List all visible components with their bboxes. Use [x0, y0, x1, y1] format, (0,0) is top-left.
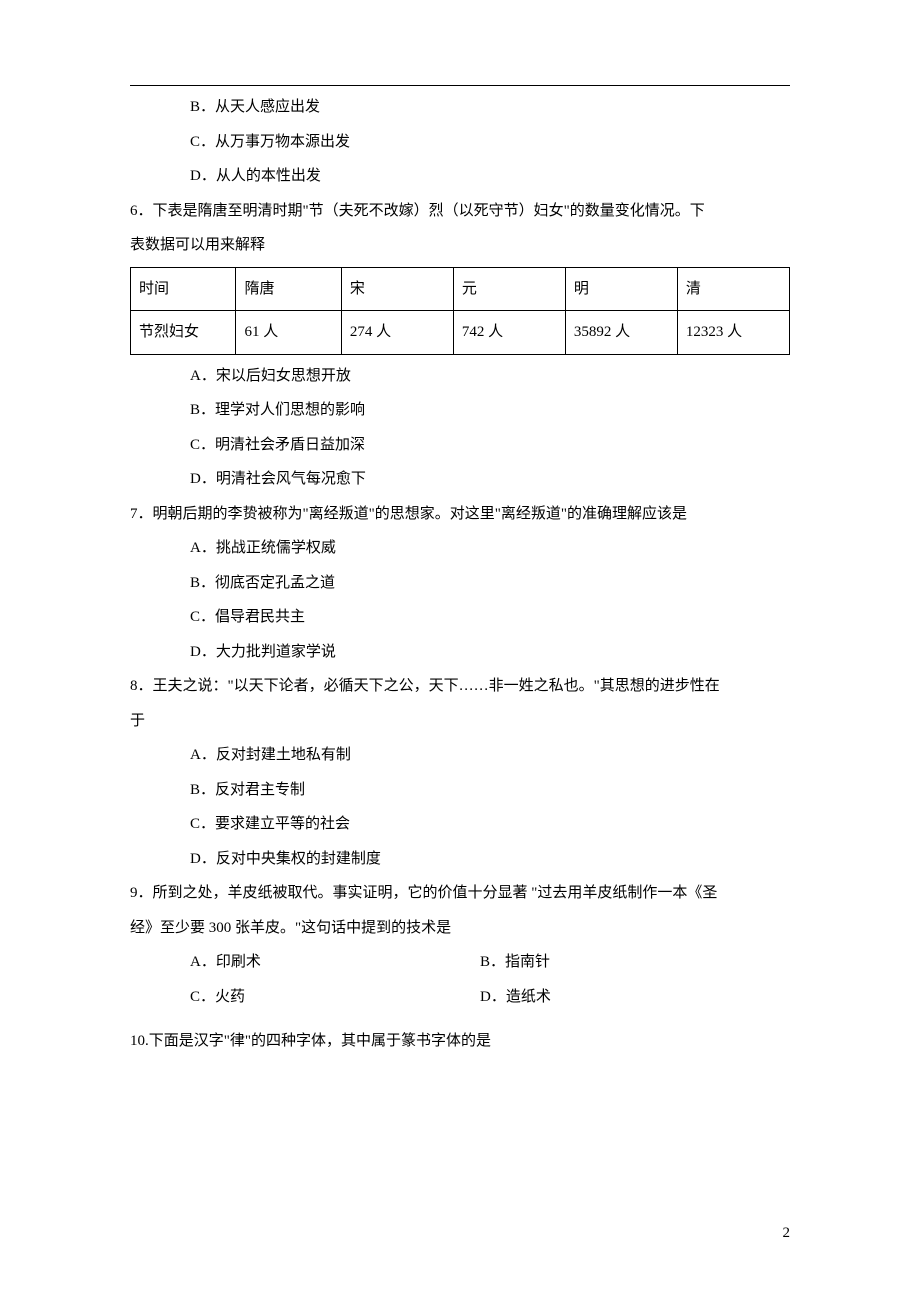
q8-option-b: B．反对君主专制 [130, 773, 790, 808]
q6-option-c: C．明清社会矛盾日益加深 [130, 428, 790, 463]
q8-option-c: C．要求建立平等的社会 [130, 807, 790, 842]
q9-option-a: A．印刷术 [190, 945, 480, 980]
table-cell: 清 [677, 267, 789, 311]
q9-option-d: D．造纸术 [480, 980, 790, 1015]
q8-stem-line2: 于 [130, 704, 790, 739]
q6-table: 时间 隋唐 宋 元 明 清 节烈妇女 61 人 274 人 742 人 3589… [130, 267, 790, 355]
q6-stem-line2: 表数据可以用来解释 [130, 228, 790, 263]
q9-stem-line1: 9．所到之处，羊皮纸被取代。事实证明，它的价值十分显著 "过去用羊皮纸制作一本《… [130, 876, 790, 911]
page-number: 2 [783, 1225, 791, 1242]
header-rule [130, 85, 790, 86]
q9-options-row2: C．火药 D．造纸术 [130, 980, 790, 1015]
q9-stem-line2: 经》至少要 300 张羊皮。"这句话中提到的技术是 [130, 911, 790, 946]
table-cell: 274 人 [341, 311, 453, 355]
table-cell: 35892 人 [565, 311, 677, 355]
q5-option-c: C．从万事万物本源出发 [130, 125, 790, 160]
q7-option-b: B．彻底否定孔孟之道 [130, 566, 790, 601]
q6-option-a: A．宋以后妇女思想开放 [130, 359, 790, 394]
table-cell: 时间 [131, 267, 236, 311]
q5-option-d: D．从人的本性出发 [130, 159, 790, 194]
table-cell: 61 人 [236, 311, 341, 355]
q6-stem-line1: 6．下表是隋唐至明清时期"节（夫死不改嫁）烈（以死守节）妇女"的数量变化情况。下 [130, 194, 790, 229]
q7-option-a: A．挑战正统儒学权威 [130, 531, 790, 566]
q9-option-c: C．火药 [190, 980, 480, 1015]
table-cell: 隋唐 [236, 267, 341, 311]
q8-option-d: D．反对中央集权的封建制度 [130, 842, 790, 877]
table-row: 节烈妇女 61 人 274 人 742 人 35892 人 12323 人 [131, 311, 790, 355]
q10-spacer [130, 1014, 790, 1024]
q7-option-d: D．大力批判道家学说 [130, 635, 790, 670]
q7-option-c: C．倡导君民共主 [130, 600, 790, 635]
top-spacer [130, 70, 790, 80]
q9-option-b: B．指南针 [480, 945, 790, 980]
document-content: B．从天人感应出发 C．从万事万物本源出发 D．从人的本性出发 6．下表是隋唐至… [130, 70, 790, 1059]
q10-stem: 10.下面是汉字"律"的四种字体，其中属于篆书字体的是 [130, 1024, 790, 1059]
table-cell: 12323 人 [677, 311, 789, 355]
q6-option-d: D．明清社会风气每况愈下 [130, 462, 790, 497]
q6-option-b: B．理学对人们思想的影响 [130, 393, 790, 428]
table-cell: 明 [565, 267, 677, 311]
table-cell: 742 人 [453, 311, 565, 355]
q9-options-row1: A．印刷术 B．指南针 [130, 945, 790, 980]
table-row: 时间 隋唐 宋 元 明 清 [131, 267, 790, 311]
q7-stem: 7．明朝后期的李贽被称为"离经叛道"的思想家。对这里"离经叛道"的准确理解应该是 [130, 497, 790, 532]
table-cell: 元 [453, 267, 565, 311]
q5-option-b: B．从天人感应出发 [130, 90, 790, 125]
table-cell: 节烈妇女 [131, 311, 236, 355]
q8-stem-line1: 8．王夫之说："以天下论者，必循天下之公，天下……非一姓之私也。"其思想的进步性… [130, 669, 790, 704]
q8-option-a: A．反对封建土地私有制 [130, 738, 790, 773]
table-cell: 宋 [341, 267, 453, 311]
